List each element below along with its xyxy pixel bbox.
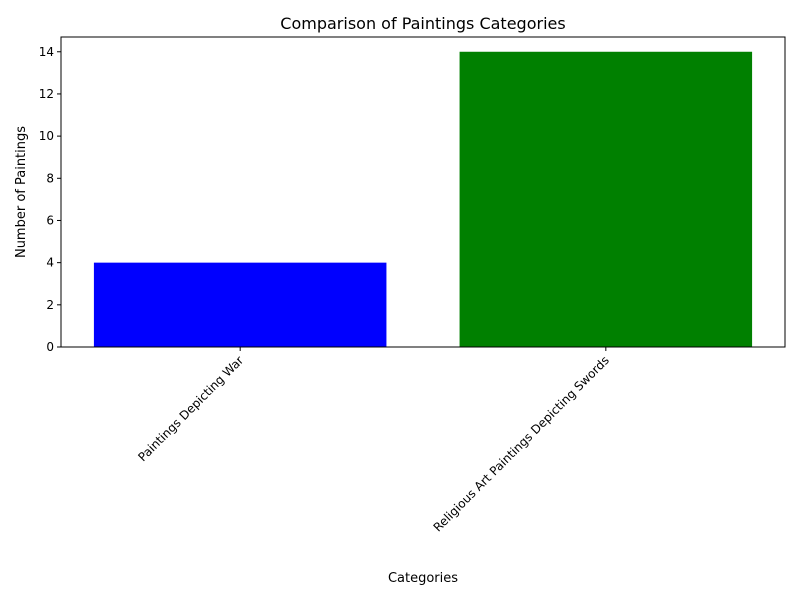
y-tick-label: 12 [39,87,54,101]
y-tick-label: 4 [46,256,54,270]
y-tick-label: 0 [46,340,54,354]
x-axis-label: Categories [388,571,458,586]
bar-1 [93,262,387,347]
y-tick-label: 8 [46,171,54,185]
y-tick-label: 14 [39,45,54,59]
y-axis-label: Number of Paintings [14,126,29,258]
chart-title: Comparison of Paintings Categories [280,14,565,33]
axes-frame [60,36,786,348]
y-tick-label: 10 [39,129,54,143]
bar-2 [459,51,753,348]
x-tick-label: Religious Art Paintings Depicting Swords [431,353,612,534]
plot-area: 0 2 4 6 8 10 12 14 Paintings Depicting War Religi… [39,36,786,535]
y-tick-label: 6 [46,213,54,227]
x-tick-label: Paintings Depicting War [135,353,246,464]
y-tick-label: 2 [46,298,54,312]
